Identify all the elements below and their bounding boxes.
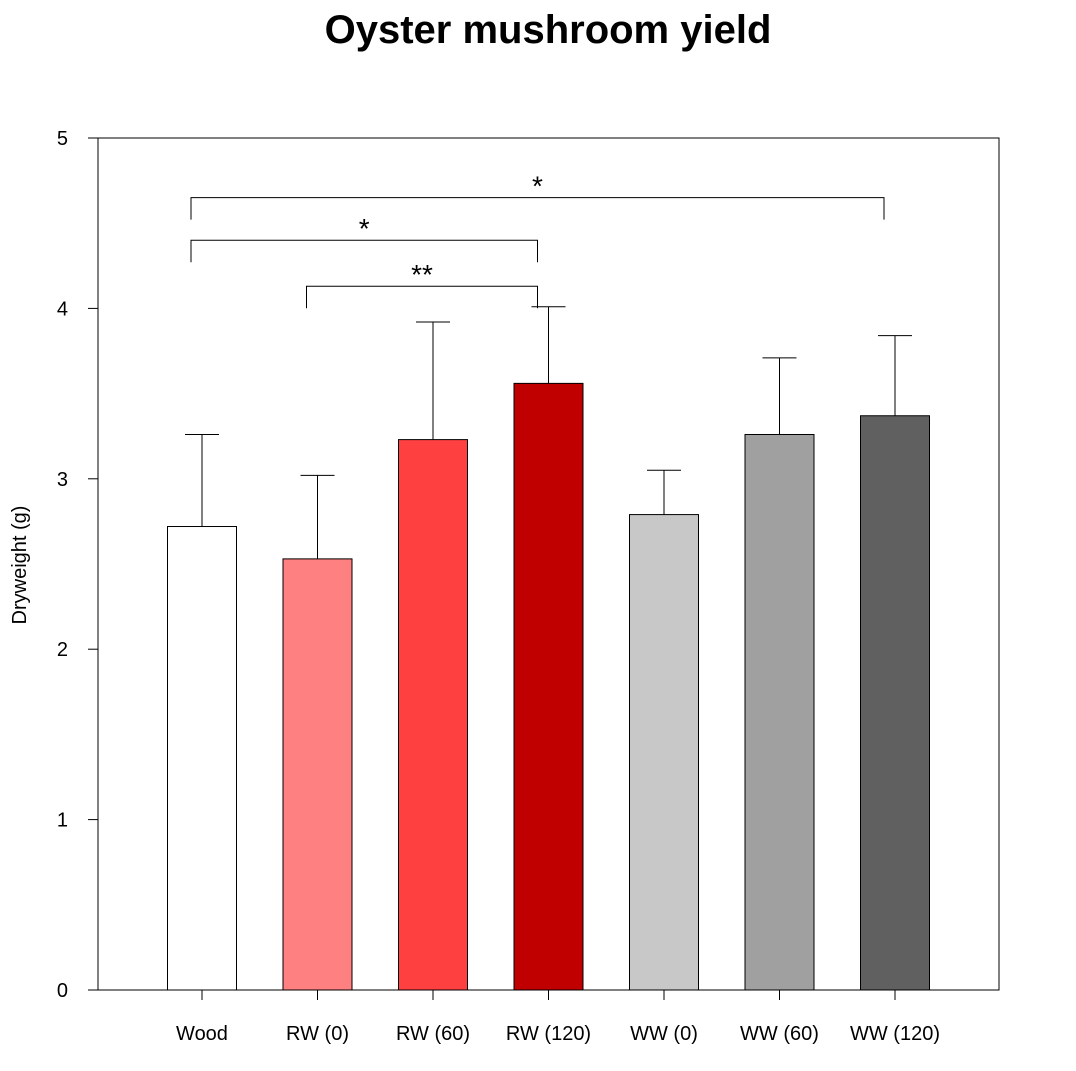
y-tick-label: 0 (57, 980, 68, 1002)
x-axis: Wood RW (0) RW (60) RW (120) WW (0) WW (60) WW… (176, 990, 940, 1045)
bar (167, 526, 237, 991)
y-axis: 0 1 2 3 4 5 (57, 128, 98, 1002)
x-tick-label: WW (120) (850, 1023, 940, 1045)
chart-title: Oyster mushroom yield (325, 8, 772, 52)
bar (282, 558, 353, 991)
significance-bracket (190, 239, 538, 263)
significance-label: * (532, 171, 543, 202)
significance-bracket (306, 285, 538, 309)
y-tick-label: 5 (57, 128, 68, 150)
y-tick-label: 3 (57, 469, 68, 491)
bar (744, 433, 815, 991)
x-tick-label: RW (120) (506, 1023, 591, 1045)
y-tick-label: 1 (57, 810, 68, 832)
bar (398, 439, 468, 991)
x-tick-label: Wood (176, 1023, 228, 1045)
bar (860, 415, 930, 991)
significance-brackets: **** (190, 171, 885, 309)
y-tick-label: 2 (57, 639, 68, 661)
y-tick-label: 4 (57, 298, 68, 320)
bars (167, 382, 930, 991)
x-tick-label: RW (0) (286, 1023, 349, 1045)
x-tick-label: WW (60) (740, 1023, 819, 1045)
y-axis-label: Dryweight (g) (9, 506, 31, 625)
bar (629, 514, 699, 991)
x-tick-label: RW (60) (396, 1023, 470, 1045)
error-bars (185, 306, 912, 559)
x-tick-label: WW (0) (630, 1023, 698, 1045)
significance-bracket (190, 197, 885, 220)
significance-label: ** (411, 259, 433, 290)
significance-label: * (359, 213, 370, 244)
bar (513, 382, 584, 991)
